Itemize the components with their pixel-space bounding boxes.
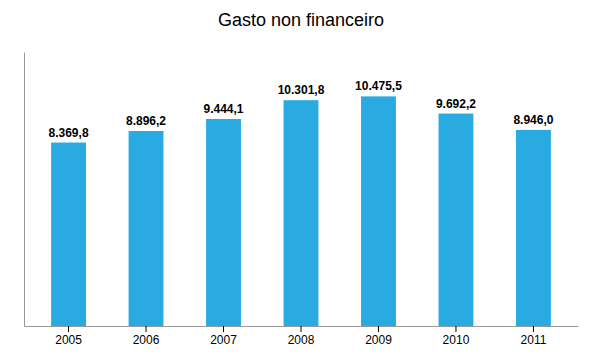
x-tick: 2010 <box>443 326 470 347</box>
x-tick-mark <box>301 326 302 332</box>
x-tick: 2005 <box>55 326 82 347</box>
x-tick-mark <box>533 326 534 332</box>
data-label: 10.301,8 <box>278 83 325 97</box>
x-axis: 2005 2006 2007 2008 2009 2010 2011 <box>25 326 579 347</box>
x-tick: 2007 <box>210 326 237 347</box>
bar <box>516 130 551 326</box>
x-tick: 2011 <box>521 326 547 347</box>
x-tick-mark <box>146 326 147 332</box>
data-label: 8.946,0 <box>513 113 553 127</box>
bar <box>206 119 241 326</box>
data-label: 9.692,2 <box>436 97 476 111</box>
y-axis <box>24 53 25 327</box>
x-tick-mark <box>68 326 69 332</box>
bar <box>439 114 474 326</box>
data-label: 10.475,5 <box>355 79 402 93</box>
x-tick: 2006 <box>133 326 160 347</box>
x-tick-mark <box>223 326 224 332</box>
data-label: 8.369,8 <box>49 126 89 140</box>
bar <box>361 96 396 326</box>
data-label: 9.444,1 <box>203 102 243 116</box>
x-tick: 2009 <box>365 326 392 347</box>
data-label: 8.896,2 <box>126 114 166 128</box>
title: Gasto non financeiro <box>218 10 384 30</box>
plot: 2005 2006 2007 2008 2009 2010 2011 8.369,8 8.896… <box>25 53 579 347</box>
x-tick-label: 2008 <box>288 333 315 347</box>
x-tick: 2008 <box>288 326 315 347</box>
chart: 2005 2006 2007 2008 2009 2010 2011 8.369,8 8.896… <box>0 0 602 362</box>
x-tick-label: 2006 <box>133 333 160 347</box>
bars <box>51 96 551 326</box>
y-axis-line <box>24 53 25 327</box>
x-tick-label: 2005 <box>55 333 82 347</box>
bar <box>51 143 86 326</box>
x-tick-label: 2011 <box>521 333 547 347</box>
bar <box>284 100 319 326</box>
x-tick-label: 2009 <box>365 333 392 347</box>
x-tick-mark <box>378 326 379 332</box>
bar <box>129 131 164 326</box>
x-tick-label: 2010 <box>443 333 470 347</box>
x-tick-label: 2007 <box>210 333 237 347</box>
x-tick-mark <box>455 326 456 332</box>
data-labels: 8.369,8 8.896,2 9.444,1 10.301,8 10.475,5 9.6… <box>49 79 554 139</box>
